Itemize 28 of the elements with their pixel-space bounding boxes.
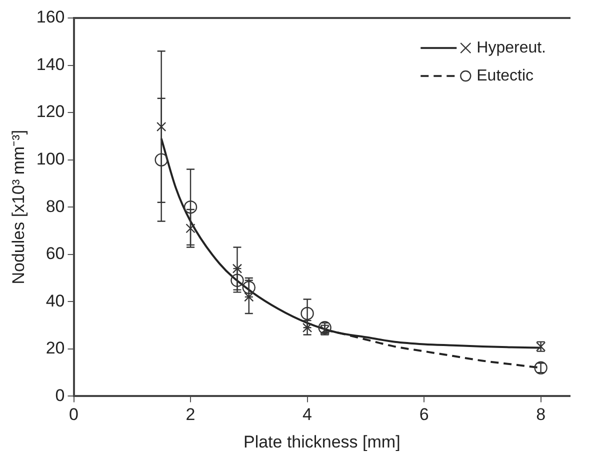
y-tick-label: 60 xyxy=(46,244,65,264)
y-tick-label: 0 xyxy=(55,386,65,405)
point xyxy=(242,280,256,294)
point xyxy=(300,306,314,320)
point xyxy=(230,274,244,287)
x-tick-label: 0 xyxy=(69,405,78,424)
point xyxy=(156,122,166,132)
point xyxy=(186,224,196,234)
x-tick-label: 4 xyxy=(302,405,312,424)
point xyxy=(232,264,242,274)
x-tick-label: 8 xyxy=(536,405,546,424)
y-tick-label: 20 xyxy=(46,338,65,358)
x-axis-title: Plate thickness [mm] xyxy=(243,432,400,452)
y-tick-label: 100 xyxy=(36,150,65,169)
y-tick-label: 80 xyxy=(46,196,65,216)
y-tick-label: 140 xyxy=(36,54,65,74)
y-tick-label: 120 xyxy=(36,102,65,122)
legend-label: Hypereut. xyxy=(476,39,546,56)
point xyxy=(302,322,312,332)
point xyxy=(244,292,254,302)
legend-label: Eutectic xyxy=(476,67,534,84)
y-tick-label: 160 xyxy=(36,8,65,27)
x-tick-label: 2 xyxy=(186,405,196,424)
point xyxy=(154,153,168,166)
y-tick-label: 40 xyxy=(46,291,65,310)
x-tick-label: 6 xyxy=(419,405,429,424)
point xyxy=(184,200,198,214)
y-axis-title: Nodules [x10³ mm⁻³] xyxy=(8,130,28,284)
